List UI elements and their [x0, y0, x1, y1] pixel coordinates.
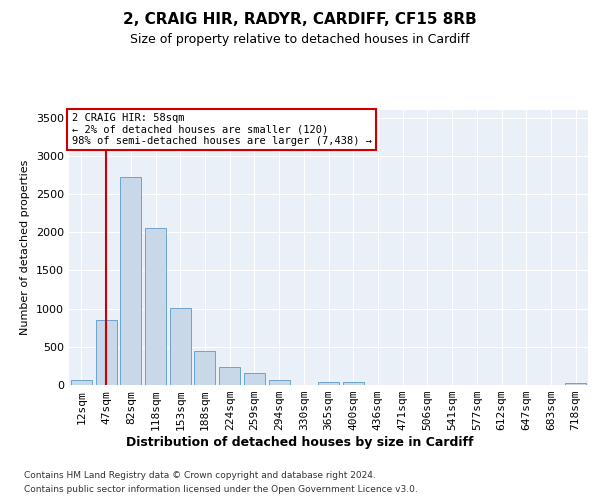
Bar [565, 383, 586, 385]
Text: Contains public sector information licensed under the Open Government Licence v3: Contains public sector information licen… [24, 484, 418, 494]
Text: Distribution of detached houses by size in Cardiff: Distribution of detached houses by size … [126, 436, 474, 449]
Bar [120, 177, 141, 385]
Bar [244, 373, 265, 385]
Text: 2, CRAIG HIR, RADYR, CARDIFF, CF15 8RB: 2, CRAIG HIR, RADYR, CARDIFF, CF15 8RB [123, 12, 477, 28]
Bar [269, 380, 290, 385]
Bar [318, 382, 339, 385]
Bar [145, 228, 166, 385]
Text: Contains HM Land Registry data © Crown copyright and database right 2024.: Contains HM Land Registry data © Crown c… [24, 472, 376, 480]
Bar [170, 308, 191, 385]
Y-axis label: Number of detached properties: Number of detached properties [20, 160, 31, 335]
Bar [219, 366, 240, 385]
Bar [343, 382, 364, 385]
Bar [95, 320, 116, 385]
Bar [194, 350, 215, 385]
Text: 2 CRAIG HIR: 58sqm
← 2% of detached houses are smaller (120)
98% of semi-detache: 2 CRAIG HIR: 58sqm ← 2% of detached hous… [71, 113, 371, 146]
Text: Size of property relative to detached houses in Cardiff: Size of property relative to detached ho… [130, 32, 470, 46]
Bar [71, 380, 92, 385]
